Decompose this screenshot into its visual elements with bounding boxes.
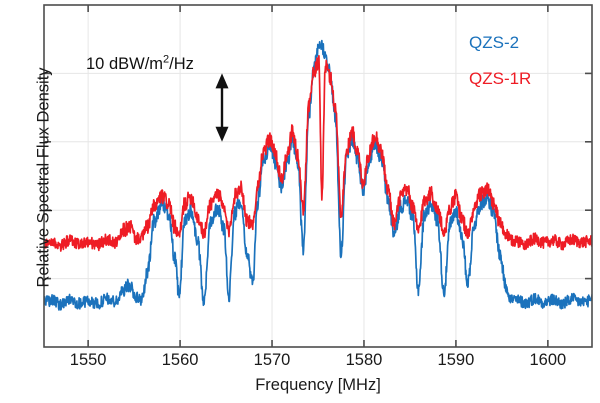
plot-box-border	[43, 4, 593, 348]
x-axis-label: Frequency [MHz]	[255, 376, 381, 394]
scale-annotation-label: 10 dBW/m2/Hz	[86, 53, 194, 74]
x-axis-ticks	[87, 5, 549, 347]
x-tick-label: 1580	[345, 351, 383, 369]
x-tick-label: 1570	[253, 351, 291, 369]
series-line-qzs-2	[44, 39, 592, 311]
scale-annotation-unit-suffix: /Hz	[169, 55, 194, 73]
legend-entry-qzs-1r: QZS-1R	[469, 69, 532, 88]
x-tick-label: 1560	[161, 351, 199, 369]
x-tick-label: 1550	[69, 351, 107, 369]
gridlines	[44, 72, 592, 280]
x-tick-label: 1590	[437, 351, 475, 369]
x-tick-label: 1600	[529, 351, 567, 369]
y-axis-ticks	[44, 72, 592, 280]
y-axis-label: Relative Spectral Flux Density	[34, 67, 53, 288]
series-line-qzs-1r	[44, 55, 592, 252]
data-traces	[44, 39, 592, 311]
scale-annotation-unit-prefix: dBW/m	[104, 55, 164, 73]
legend-entry-qzs-2: QZS-2	[469, 33, 520, 52]
scale-bar-arrow-icon	[215, 73, 229, 142]
scale-annotation-value: 10	[86, 55, 105, 73]
scale-annotation-exponent: 2	[163, 53, 170, 66]
